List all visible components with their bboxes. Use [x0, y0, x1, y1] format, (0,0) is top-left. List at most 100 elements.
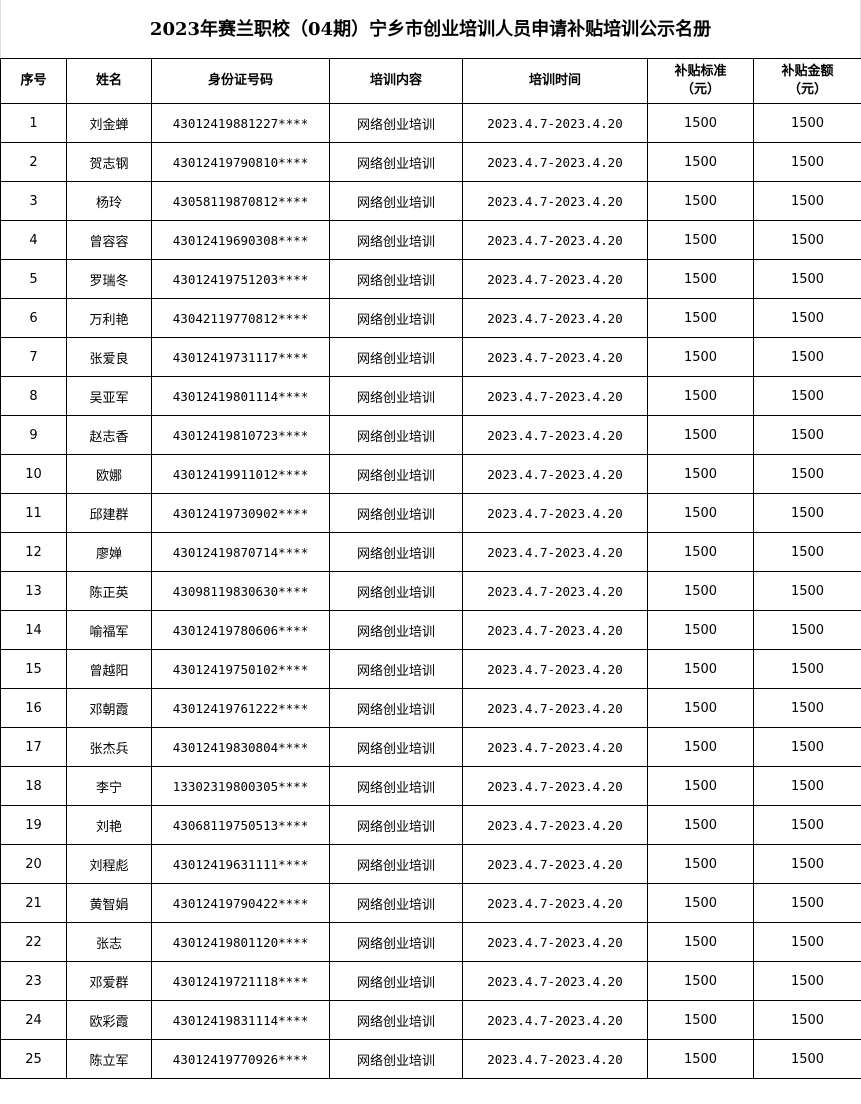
cell-period: 2023.4.7-2023.4.20 [462, 961, 648, 1001]
cell-content: 网络创业培训 [329, 571, 463, 611]
cell-content: 网络创业培训 [329, 688, 463, 728]
table-row: 25 陈立军 43012419770926**** 网络创业培训 2023.4.7-20… [0, 1039, 861, 1079]
cell-index: 2 [0, 142, 67, 182]
cell-content: 网络创业培训 [329, 532, 463, 572]
cell-period: 2023.4.7-2023.4.20 [462, 376, 648, 416]
table-row: 24 欧彩霞 43012419831114**** 网络创业培训 2023.4.7-20… [0, 1000, 861, 1040]
cell-index: 8 [0, 376, 67, 416]
cell-index: 6 [0, 298, 67, 338]
cell-standard: 1500 [647, 1039, 754, 1079]
cell-amount: 1500 [753, 961, 861, 1001]
cell-standard: 1500 [647, 766, 754, 806]
cell-name: 杨玲 [66, 181, 152, 221]
cell-id-number: 43042119770812**** [151, 298, 330, 338]
table-row: 16 邓朝霞 43012419761222**** 网络创业培训 2023.4.7-20… [0, 688, 861, 728]
cell-period: 2023.4.7-2023.4.20 [462, 142, 648, 182]
cell-content: 网络创业培训 [329, 220, 463, 260]
cell-index: 19 [0, 805, 67, 845]
cell-id-number: 43012419801114**** [151, 376, 330, 416]
cell-period: 2023.4.7-2023.4.20 [462, 844, 648, 884]
cell-id-number: 43012419780606**** [151, 610, 330, 650]
cell-period: 2023.4.7-2023.4.20 [462, 415, 648, 455]
table-row: 13 陈正英 43098119830630**** 网络创业培训 2023.4.7-20… [0, 571, 861, 611]
cell-standard: 1500 [647, 610, 754, 650]
cell-id-number: 43098119830630**** [151, 571, 330, 611]
cell-period: 2023.4.7-2023.4.20 [462, 454, 648, 494]
cell-period: 2023.4.7-2023.4.20 [462, 220, 648, 260]
cell-name: 张杰兵 [66, 727, 152, 767]
cell-amount: 1500 [753, 883, 861, 923]
header-row: 序号 姓名 身份证号码 培训内容 培训时间 补贴标准 （元） 补贴金额 （元） [0, 58, 861, 104]
cell-period: 2023.4.7-2023.4.20 [462, 493, 648, 533]
cell-content: 网络创业培训 [329, 259, 463, 299]
table-row: 7 张爱良 43012419731117**** 网络创业培训 2023.4.7-202… [0, 337, 861, 377]
cell-name: 罗瑞冬 [66, 259, 152, 299]
cell-content: 网络创业培训 [329, 883, 463, 923]
cell-name: 刘艳 [66, 805, 152, 845]
cell-name: 陈正英 [66, 571, 152, 611]
cell-id-number: 43012419690308**** [151, 220, 330, 260]
cell-amount: 1500 [753, 415, 861, 455]
cell-name: 刘程彪 [66, 844, 152, 884]
cell-standard: 1500 [647, 181, 754, 221]
cell-content: 网络创业培训 [329, 415, 463, 455]
cell-period: 2023.4.7-2023.4.20 [462, 922, 648, 962]
cell-index: 17 [0, 727, 67, 767]
table-row: 22 张志 43012419801120**** 网络创业培训 2023.4.7-202… [0, 922, 861, 962]
cell-id-number: 43058119870812**** [151, 181, 330, 221]
table-row: 9 赵志香 43012419810723**** 网络创业培训 2023.4.7-202… [0, 415, 861, 455]
cell-content: 网络创业培训 [329, 103, 463, 143]
cell-amount: 1500 [753, 649, 861, 689]
cell-period: 2023.4.7-2023.4.20 [462, 766, 648, 806]
cell-amount: 1500 [753, 1000, 861, 1040]
cell-period: 2023.4.7-2023.4.20 [462, 181, 648, 221]
roster-table: 序号 姓名 身份证号码 培训内容 培训时间 补贴标准 （元） 补贴金额 （元） … [0, 58, 861, 1079]
cell-id-number: 43012419731117**** [151, 337, 330, 377]
table-row: 5 罗瑞冬 43012419751203**** 网络创业培训 2023.4.7-202… [0, 259, 861, 299]
cell-index: 25 [0, 1039, 67, 1079]
table-row: 4 曾容容 43012419690308**** 网络创业培训 2023.4.7-202… [0, 220, 861, 260]
cell-amount: 1500 [753, 922, 861, 962]
cell-standard: 1500 [647, 571, 754, 611]
cell-id-number: 43012419730902**** [151, 493, 330, 533]
cell-amount: 1500 [753, 493, 861, 533]
cell-name: 刘金蝉 [66, 103, 152, 143]
table-row: 2 贺志钢 43012419790810**** 网络创业培训 2023.4.7-202… [0, 142, 861, 182]
cell-standard: 1500 [647, 220, 754, 260]
cell-id-number: 43012419831114**** [151, 1000, 330, 1040]
cell-id-number: 43012419810723**** [151, 415, 330, 455]
cell-period: 2023.4.7-2023.4.20 [462, 1039, 648, 1079]
table-row: 21 黄智娟 43012419790422**** 网络创业培训 2023.4.7-20… [0, 883, 861, 923]
cell-name: 邱建群 [66, 493, 152, 533]
cell-index: 5 [0, 259, 67, 299]
table-row: 10 欧娜 43012419911012**** 网络创业培训 2023.4.7-202… [0, 454, 861, 494]
cell-index: 3 [0, 181, 67, 221]
cell-id-number: 43012419761222**** [151, 688, 330, 728]
cell-id-number: 43012419631111**** [151, 844, 330, 884]
document-title: 2023年赛兰职校（04期）宁乡市创业培训人员申请补贴培训公示名册 [0, 0, 861, 58]
cell-index: 13 [0, 571, 67, 611]
cell-index: 4 [0, 220, 67, 260]
cell-standard: 1500 [647, 493, 754, 533]
cell-content: 网络创业培训 [329, 610, 463, 650]
table-row: 3 杨玲 43058119870812**** 网络创业培训 2023.4.7-2023… [0, 181, 861, 221]
cell-index: 1 [0, 103, 67, 143]
cell-index: 10 [0, 454, 67, 494]
cell-standard: 1500 [647, 649, 754, 689]
table-row: 15 曾越阳 43012419750102**** 网络创业培训 2023.4.7-20… [0, 649, 861, 689]
cell-id-number: 43012419721118**** [151, 961, 330, 1001]
header-id-number: 身份证号码 [151, 58, 330, 104]
cell-id-number: 43012419830804**** [151, 727, 330, 767]
cell-name: 张志 [66, 922, 152, 962]
cell-index: 14 [0, 610, 67, 650]
cell-content: 网络创业培训 [329, 298, 463, 338]
cell-name: 张爱良 [66, 337, 152, 377]
header-standard: 补贴标准 （元） [647, 58, 754, 104]
cell-standard: 1500 [647, 454, 754, 494]
cell-period: 2023.4.7-2023.4.20 [462, 649, 648, 689]
cell-name: 邓朝霞 [66, 688, 152, 728]
cell-id-number: 43012419790810**** [151, 142, 330, 182]
cell-name: 黄智娟 [66, 883, 152, 923]
header-period: 培训时间 [462, 58, 648, 104]
cell-name: 赵志香 [66, 415, 152, 455]
